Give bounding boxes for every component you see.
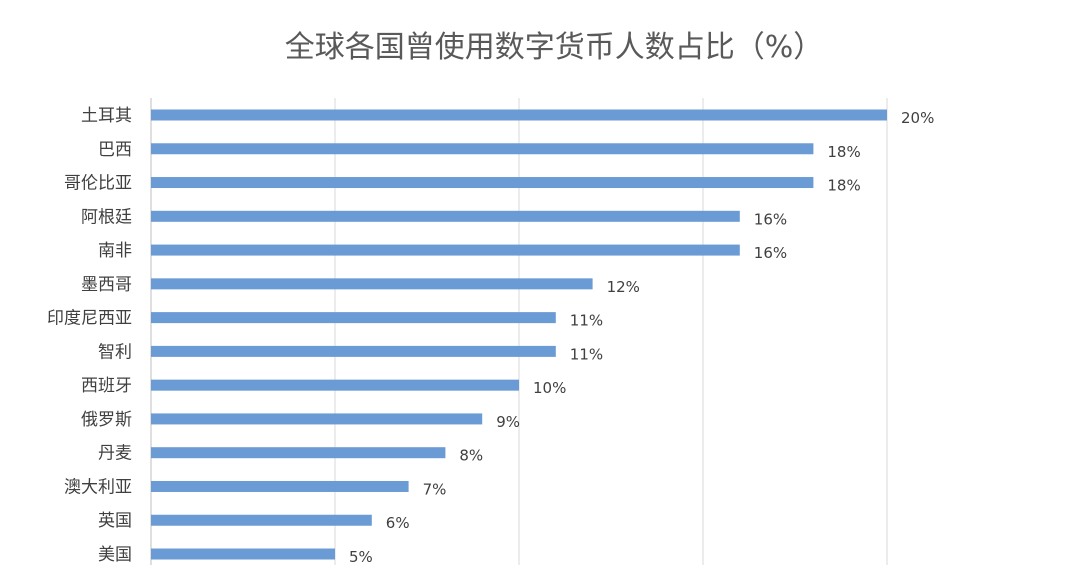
bar xyxy=(151,244,740,256)
category-label: 土耳其 xyxy=(81,106,132,126)
bar xyxy=(151,143,814,155)
category-label: 俄罗斯 xyxy=(81,410,132,430)
data-label: 18% xyxy=(827,143,860,161)
data-label: 7% xyxy=(423,480,447,498)
category-label: 巴西 xyxy=(98,140,132,160)
value-labels: 20%18%18%16%16%12%11%11%10%9%8%7%6%5% xyxy=(349,109,934,565)
data-label: 10% xyxy=(533,379,566,397)
data-label: 8% xyxy=(459,447,483,465)
category-label: 西班牙 xyxy=(81,376,132,396)
category-label: 智利 xyxy=(98,342,132,362)
data-label: 5% xyxy=(349,548,373,565)
bar xyxy=(151,514,372,526)
bar xyxy=(151,345,556,357)
category-label: 澳大利亚 xyxy=(64,477,132,497)
category-label: 印度尼西亚 xyxy=(47,309,132,329)
category-label: 英国 xyxy=(98,511,132,531)
data-label: 12% xyxy=(607,278,640,296)
data-label: 11% xyxy=(570,345,603,363)
bar xyxy=(151,177,814,189)
category-label: 丹麦 xyxy=(98,444,132,464)
bar xyxy=(151,312,556,324)
bar xyxy=(151,447,446,459)
category-label: 哥伦比亚 xyxy=(64,174,132,194)
category-label: 墨西哥 xyxy=(81,275,132,295)
data-label: 16% xyxy=(754,210,787,228)
data-label: 9% xyxy=(496,413,520,431)
category-label: 阿根廷 xyxy=(81,207,132,227)
data-label: 11% xyxy=(570,312,603,330)
data-label: 20% xyxy=(901,109,934,127)
data-label: 6% xyxy=(386,514,410,532)
data-label: 16% xyxy=(754,244,787,262)
bar xyxy=(151,413,483,425)
bar xyxy=(151,548,335,560)
bar xyxy=(151,210,740,222)
chart-title: 全球各国曾使用数字货币人数占比（%） xyxy=(285,30,824,65)
data-label: 18% xyxy=(827,177,860,195)
bars xyxy=(151,109,887,560)
category-label: 美国 xyxy=(98,545,132,565)
bar xyxy=(151,278,593,290)
category-label: 南非 xyxy=(98,241,132,261)
bar xyxy=(151,379,519,391)
gridlines xyxy=(334,98,888,565)
bar xyxy=(151,109,887,121)
bar xyxy=(151,480,409,492)
